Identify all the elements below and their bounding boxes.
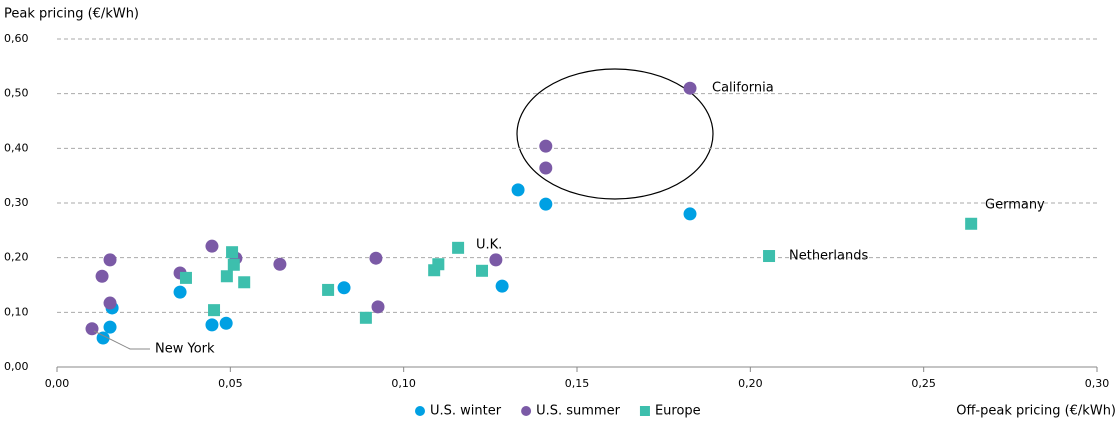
point	[219, 316, 233, 330]
leader-line	[93, 330, 150, 350]
point	[495, 279, 509, 293]
point	[226, 246, 239, 259]
point	[227, 258, 240, 271]
point	[371, 300, 385, 314]
x-tick-label: 0,05	[218, 377, 243, 390]
point	[476, 264, 489, 277]
point	[220, 270, 233, 283]
point	[539, 197, 553, 211]
point	[179, 271, 192, 284]
highlight-ellipse	[516, 68, 714, 200]
point	[85, 322, 99, 336]
legend-marker	[521, 406, 532, 416]
point	[452, 241, 465, 254]
point	[683, 207, 697, 221]
point	[965, 217, 978, 230]
legend-label: U.S. winter	[430, 404, 502, 419]
x-tick-label: 0,10	[391, 377, 416, 390]
x-axis-label: Off-peak pricing (€/kWh)	[956, 404, 1116, 419]
x-tick-label: 0,25	[911, 377, 936, 390]
point	[205, 318, 219, 332]
point	[103, 253, 117, 267]
point	[432, 258, 445, 271]
annotation: New York	[155, 342, 215, 357]
y-tick-label: 0,00	[4, 360, 29, 373]
annotation: Netherlands	[789, 249, 868, 264]
point	[205, 239, 219, 253]
annotation: California	[712, 81, 774, 96]
legend-marker	[639, 406, 650, 416]
point	[763, 250, 776, 263]
y-axis-label: Peak pricing (€/kWh)	[4, 7, 139, 22]
y-tick-label: 0,60	[4, 32, 29, 45]
y-tick-label: 0,10	[4, 305, 29, 318]
legend-label: U.S. summer	[536, 404, 621, 419]
annotation: U.K.	[476, 238, 502, 253]
x-tick-label: 0,20	[738, 377, 763, 390]
point	[273, 257, 287, 271]
point	[95, 269, 109, 283]
point	[96, 331, 110, 345]
point	[359, 311, 372, 324]
legend-label: Europe	[655, 404, 701, 419]
legend-marker	[415, 406, 425, 416]
point	[238, 276, 251, 289]
point	[103, 296, 117, 310]
point	[322, 283, 335, 296]
y-tick-label: 0,20	[4, 251, 29, 264]
y-tick-label: 0,30	[4, 196, 29, 209]
x-tick-label: 0,00	[45, 377, 70, 390]
y-tick-label: 0,40	[4, 141, 29, 154]
point	[369, 251, 383, 265]
y-tick-label: 0,50	[4, 87, 29, 100]
point	[683, 81, 697, 95]
x-tick-label: 0,30	[1085, 377, 1110, 390]
annotation: Germany	[985, 198, 1045, 213]
x-tick-label: 0,15	[565, 377, 590, 390]
point	[337, 281, 351, 295]
point	[173, 285, 187, 299]
point	[489, 253, 503, 267]
point	[539, 161, 553, 175]
point	[539, 139, 553, 153]
point	[103, 320, 117, 334]
point	[511, 183, 525, 197]
point	[208, 304, 221, 317]
